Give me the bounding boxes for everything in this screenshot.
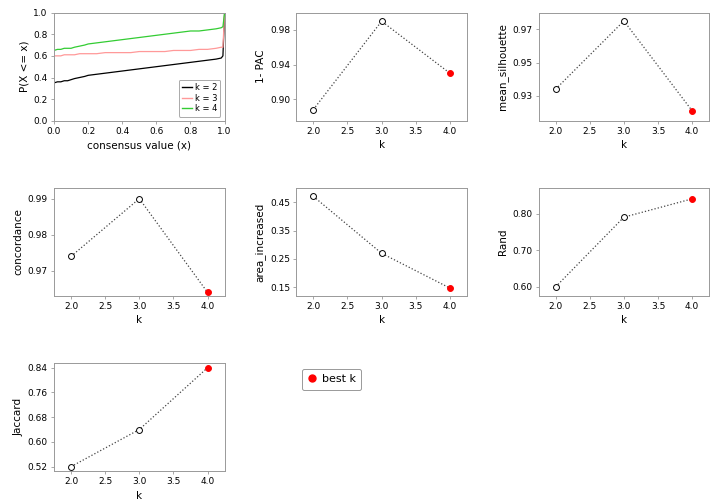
X-axis label: k: k	[136, 316, 143, 326]
Point	[550, 283, 562, 291]
X-axis label: k: k	[621, 316, 627, 326]
Point	[618, 213, 630, 221]
X-axis label: k: k	[379, 316, 384, 326]
Point	[307, 105, 319, 113]
Point	[133, 195, 145, 203]
Legend: k = 2, k = 3, k = 4: k = 2, k = 3, k = 4	[179, 80, 220, 116]
Point	[202, 288, 213, 296]
Y-axis label: Rand: Rand	[498, 229, 508, 255]
Y-axis label: 1- PAC: 1- PAC	[256, 50, 266, 84]
Point	[202, 364, 213, 372]
Point	[444, 284, 456, 292]
Point	[618, 17, 630, 25]
Y-axis label: P(X <= x): P(X <= x)	[19, 41, 30, 92]
Y-axis label: concordance: concordance	[14, 209, 24, 275]
X-axis label: consensus value (x): consensus value (x)	[87, 140, 192, 150]
X-axis label: k: k	[379, 140, 384, 150]
Point	[307, 193, 319, 201]
Point	[66, 463, 77, 471]
Point	[444, 69, 456, 77]
Point	[686, 195, 698, 203]
Point	[376, 17, 387, 25]
Legend: best k: best k	[302, 368, 361, 390]
X-axis label: k: k	[136, 491, 143, 500]
Point	[550, 85, 562, 93]
Y-axis label: mean_silhouette: mean_silhouette	[497, 23, 508, 110]
X-axis label: k: k	[621, 140, 627, 150]
Y-axis label: area_increased: area_increased	[255, 202, 266, 282]
Point	[133, 425, 145, 433]
Point	[376, 249, 387, 258]
Y-axis label: Jaccard: Jaccard	[14, 398, 24, 436]
Point	[66, 253, 77, 261]
Point	[686, 107, 698, 115]
